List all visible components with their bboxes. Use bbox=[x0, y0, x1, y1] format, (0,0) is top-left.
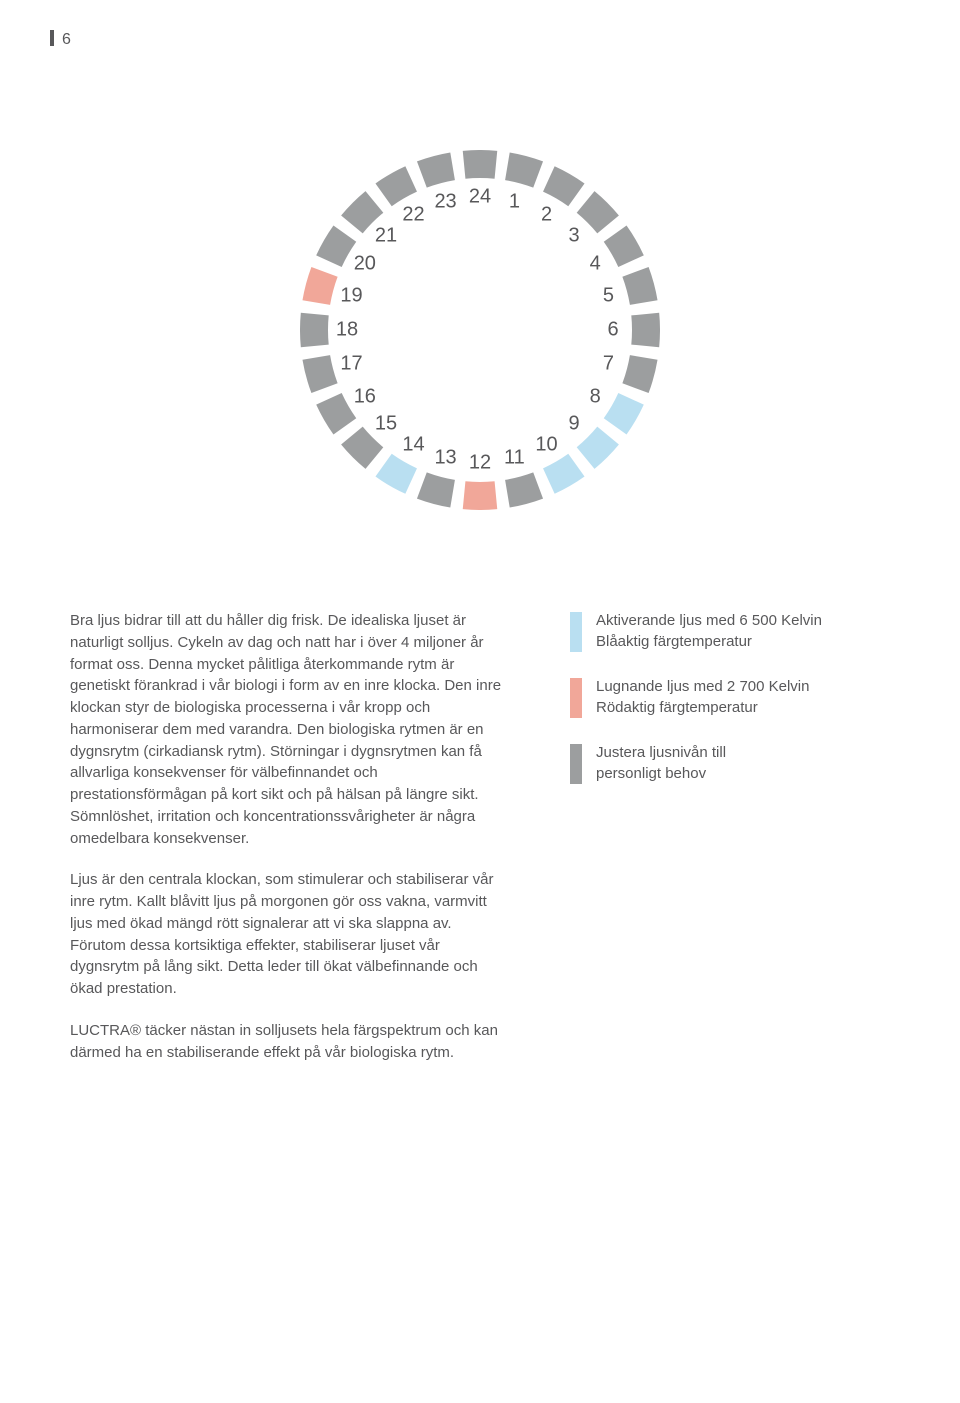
legend-swatch-red bbox=[570, 678, 582, 718]
hour-label-18: 18 bbox=[336, 319, 358, 342]
body-paragraph-3: LUCTRA® täcker nästan in solljusets hela… bbox=[70, 1020, 510, 1064]
hour-label-9: 9 bbox=[568, 413, 579, 436]
hour-label-21: 21 bbox=[375, 224, 397, 247]
clock-segment-6 bbox=[631, 313, 660, 348]
page-number-value: 6 bbox=[62, 31, 71, 48]
clock-segment-18 bbox=[300, 313, 329, 348]
hour-label-19: 19 bbox=[340, 284, 362, 307]
clock-segment-19 bbox=[302, 267, 337, 305]
hour-label-3: 3 bbox=[568, 224, 579, 247]
clock-segment-5 bbox=[622, 267, 657, 305]
hour-label-23: 23 bbox=[434, 190, 456, 213]
hour-label-8: 8 bbox=[590, 385, 601, 408]
hour-label-2: 2 bbox=[541, 203, 552, 226]
body-paragraph-2: Ljus är den centrala klockan, som stimul… bbox=[70, 869, 510, 1000]
body-text-column: Bra ljus bidrar till att du håller dig f… bbox=[70, 610, 510, 1083]
clock-segment-24 bbox=[463, 150, 498, 179]
hour-label-1: 1 bbox=[509, 190, 520, 213]
legend-line: personligt behov bbox=[596, 763, 890, 784]
clock-segment-9 bbox=[577, 427, 619, 469]
clock-segment-23 bbox=[417, 152, 455, 187]
hour-label-11: 11 bbox=[504, 447, 525, 470]
clock-segment-10 bbox=[543, 454, 584, 494]
legend-line: Lugnande ljus med 2 700 Kelvin bbox=[596, 676, 890, 697]
hour-label-7: 7 bbox=[603, 353, 614, 376]
body-paragraph-1: Bra ljus bidrar till att du håller dig f… bbox=[70, 610, 510, 849]
page-number: 6 bbox=[50, 30, 71, 49]
hour-label-14: 14 bbox=[402, 434, 424, 457]
hour-label-13: 13 bbox=[434, 447, 456, 470]
legend-text-red: Lugnande ljus med 2 700 Kelvin Rödaktig … bbox=[596, 676, 890, 718]
legend-item-red: Lugnande ljus med 2 700 Kelvin Rödaktig … bbox=[570, 676, 890, 718]
clock-segment-16 bbox=[316, 393, 356, 434]
legend-line: Rödaktig färgtemperatur bbox=[596, 697, 890, 718]
clock-segment-20 bbox=[316, 225, 356, 266]
hour-label-12: 12 bbox=[469, 452, 491, 475]
page-number-bar bbox=[50, 30, 54, 46]
clock-segment-17 bbox=[302, 355, 337, 393]
content-area: Bra ljus bidrar till att du håller dig f… bbox=[70, 610, 890, 1083]
clock-segment-3 bbox=[577, 191, 619, 233]
hour-label-20: 20 bbox=[354, 252, 376, 275]
hour-label-22: 22 bbox=[402, 203, 424, 226]
legend-line: Aktiverande ljus med 6 500 Kelvin bbox=[596, 610, 890, 631]
legend-swatch-blue bbox=[570, 612, 582, 652]
hour-label-15: 15 bbox=[375, 413, 397, 436]
hour-label-6: 6 bbox=[607, 319, 618, 342]
legend-swatch-gray bbox=[570, 744, 582, 784]
legend-line: Blåaktig färgtemperatur bbox=[596, 631, 890, 652]
legend-text-gray: Justera ljusnivån till personligt behov bbox=[596, 742, 890, 784]
legend-item-gray: Justera ljusnivån till personligt behov bbox=[570, 742, 890, 784]
clock-segment-22 bbox=[375, 166, 416, 206]
hour-label-24: 24 bbox=[469, 186, 491, 209]
hour-label-17: 17 bbox=[340, 353, 362, 376]
hour-label-10: 10 bbox=[535, 434, 557, 457]
legend-line: Justera ljusnivån till bbox=[596, 742, 890, 763]
clock-segment-4 bbox=[604, 225, 644, 266]
legend-text-blue: Aktiverande ljus med 6 500 Kelvin Blåakt… bbox=[596, 610, 890, 652]
hour-label-4: 4 bbox=[590, 252, 601, 275]
clock-segment-7 bbox=[622, 355, 657, 393]
hour-label-16: 16 bbox=[354, 385, 376, 408]
clock-segment-14 bbox=[375, 454, 416, 494]
clock-segment-11 bbox=[505, 472, 543, 507]
legend-item-blue: Aktiverande ljus med 6 500 Kelvin Blåakt… bbox=[570, 610, 890, 652]
clock-segment-8 bbox=[604, 393, 644, 434]
circadian-clock-chart: 123456789101112131415161718192021222324 bbox=[300, 150, 660, 510]
clock-segment-2 bbox=[543, 166, 584, 206]
clock-segment-12 bbox=[463, 481, 498, 510]
legend-column: Aktiverande ljus med 6 500 Kelvin Blåakt… bbox=[570, 610, 890, 1083]
clock-segment-13 bbox=[417, 472, 455, 507]
hour-label-5: 5 bbox=[603, 284, 614, 307]
clock-segment-1 bbox=[505, 152, 543, 187]
